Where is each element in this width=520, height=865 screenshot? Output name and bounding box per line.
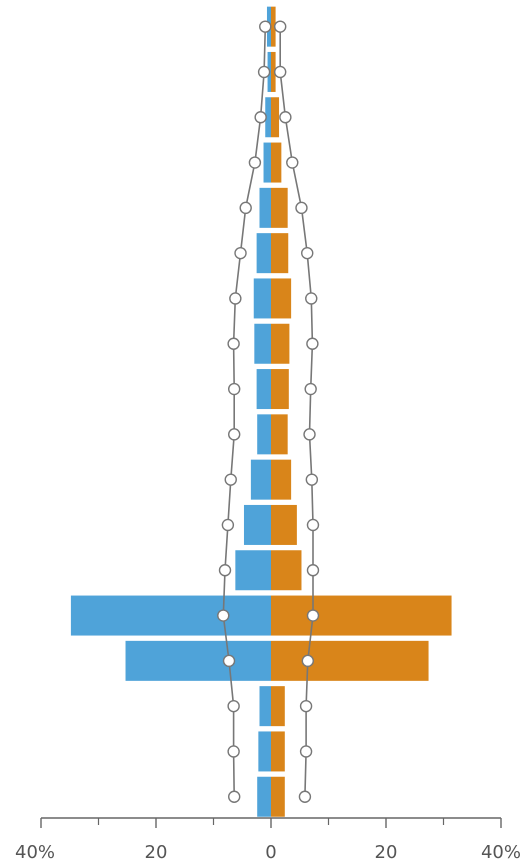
bar-left-row-11 bbox=[250, 459, 271, 500]
marker-right-row-4 bbox=[286, 156, 299, 169]
marker-left-row-13 bbox=[218, 564, 232, 577]
x-tick-label-1: 20 bbox=[145, 842, 168, 863]
marker-right-row-3 bbox=[279, 111, 292, 124]
marker-right-row-8 bbox=[306, 337, 319, 350]
bar-left-row-9 bbox=[256, 369, 271, 410]
marker-right-row-14 bbox=[306, 609, 320, 622]
bar-left-row-5 bbox=[259, 187, 271, 228]
marker-right-row-15 bbox=[301, 654, 314, 668]
bar-left-row-16 bbox=[259, 686, 271, 727]
bar-left-row-3 bbox=[265, 97, 271, 138]
bar-right-row-17 bbox=[271, 731, 285, 772]
marker-right-row-5 bbox=[295, 201, 308, 215]
marker-left-row-2 bbox=[257, 65, 271, 79]
marker-left-row-12 bbox=[221, 518, 235, 532]
bar-right-row-15 bbox=[271, 640, 429, 681]
bar-left-row-18 bbox=[257, 776, 271, 817]
marker-left-row-5 bbox=[239, 201, 252, 215]
bar-left-row-10 bbox=[257, 414, 271, 455]
x-axis: 40% 20 0 20 40% bbox=[15, 817, 520, 863]
marker-right-row-13 bbox=[306, 564, 320, 577]
marker-left-row-7 bbox=[229, 292, 242, 305]
marker-right-row-10 bbox=[303, 428, 316, 441]
marker-right-row-9 bbox=[304, 382, 317, 396]
bar-right-row-8 bbox=[271, 323, 290, 364]
marker-line-left bbox=[222, 26, 267, 797]
bar-left-row-8 bbox=[254, 323, 271, 364]
marker-left-row-11 bbox=[224, 473, 237, 486]
marker-left-row-1 bbox=[259, 20, 272, 33]
bar-left-row-6 bbox=[256, 233, 271, 274]
bar-left-row-14 bbox=[70, 595, 272, 636]
bar-left-row-13 bbox=[235, 550, 271, 591]
marker-left-row-14 bbox=[217, 609, 230, 622]
marker-left-row-3 bbox=[254, 111, 267, 124]
marker-right-row-12 bbox=[306, 518, 320, 532]
marker-right-row-7 bbox=[305, 292, 318, 305]
marker-left-row-18 bbox=[227, 790, 241, 803]
bar-right-row-9 bbox=[271, 369, 289, 410]
bar-right-row-16 bbox=[271, 686, 285, 727]
bar-left-row-15 bbox=[125, 640, 272, 681]
marker-left-row-9 bbox=[227, 382, 241, 396]
marker-right-row-6 bbox=[301, 246, 314, 260]
bar-right-row-5 bbox=[271, 187, 288, 228]
bar-right-row-3 bbox=[271, 97, 280, 138]
x-tick-label-0: 40% bbox=[15, 842, 55, 863]
bar-right-row-4 bbox=[271, 142, 282, 183]
bar-right-row-2 bbox=[271, 51, 276, 92]
marker-right-row-18 bbox=[298, 790, 312, 803]
bar-right-row-18 bbox=[271, 776, 285, 817]
bar-right-row-12 bbox=[271, 504, 297, 545]
marker-left-row-10 bbox=[227, 428, 241, 441]
marker-left-row-6 bbox=[234, 246, 247, 260]
bar-left-row-7 bbox=[253, 278, 271, 319]
marker-right-row-1 bbox=[274, 20, 287, 33]
x-tick-label-3: 20 bbox=[375, 842, 398, 863]
bar-right-row-13 bbox=[271, 550, 302, 591]
bar-right-row-11 bbox=[271, 459, 292, 500]
marker-right-row-11 bbox=[305, 473, 319, 486]
marker-line-right bbox=[279, 26, 314, 797]
marker-points bbox=[217, 20, 320, 803]
bar-right-row-10 bbox=[271, 414, 288, 455]
right-series-bars bbox=[271, 6, 452, 817]
marker-right-row-16 bbox=[299, 699, 313, 713]
bar-left-row-4 bbox=[263, 142, 271, 183]
bar-right-row-1 bbox=[271, 6, 276, 47]
bar-left-row-12 bbox=[243, 504, 271, 545]
left-series-bars bbox=[70, 6, 272, 817]
marker-left-row-4 bbox=[248, 156, 262, 169]
x-tick-label-4: 40% bbox=[481, 842, 520, 863]
marker-right-row-17 bbox=[299, 745, 313, 758]
marker-lines bbox=[222, 26, 314, 797]
marker-left-row-15 bbox=[222, 654, 236, 668]
marker-left-row-17 bbox=[227, 745, 240, 758]
bar-right-row-14 bbox=[271, 595, 452, 636]
marker-left-row-8 bbox=[227, 337, 240, 350]
bar-right-row-6 bbox=[271, 233, 289, 274]
x-tick-label-2: 0 bbox=[265, 842, 276, 863]
marker-left-row-16 bbox=[227, 699, 240, 713]
bar-right-row-7 bbox=[271, 278, 292, 319]
bar-left-row-17 bbox=[258, 731, 271, 772]
marker-right-row-2 bbox=[274, 65, 287, 79]
